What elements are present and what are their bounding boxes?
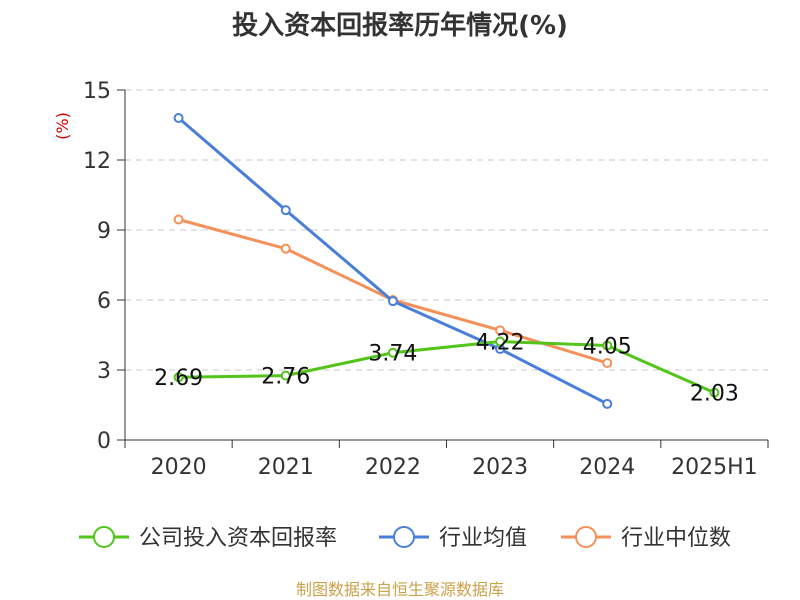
y-axis-unit-label: (%)	[53, 112, 72, 140]
x-tick-label-2024: 2024	[579, 455, 635, 480]
series-0-point-2020	[173, 372, 184, 383]
x-tick-label-2025H1: 2025H1	[671, 455, 758, 480]
legend-item-0[interactable]: 公司投入资本回报率	[79, 526, 337, 551]
legend: 公司投入资本回报率 行业均值 行业中位数	[79, 526, 731, 551]
series-0-point-2023	[495, 336, 506, 347]
series-layer	[173, 113, 720, 409]
data-label-layer: 2.69 2.76 3.74 4.22 4.05 2.03	[154, 331, 739, 407]
axis-layer: 0 3 6 9 12 15 2020 2021 2022 2023 2024 2025H1	[83, 79, 769, 480]
data-label-2025H1: 2.03	[690, 382, 739, 407]
legend-swatch-marker	[575, 526, 597, 548]
series-0-point-2024	[602, 340, 613, 351]
y-tick-label: 15	[83, 79, 111, 104]
data-label-2021: 2.76	[261, 365, 310, 390]
y-tick-label: 9	[97, 219, 111, 244]
series-2-point-2020	[173, 214, 184, 225]
series-1-point-2020	[173, 113, 184, 123]
grid-layer	[125, 89, 768, 371]
data-label-2020: 2.69	[154, 366, 203, 391]
series-0-point-2025H1	[709, 387, 720, 398]
series-1-point-2021	[280, 205, 291, 216]
legend-label: 行业均值	[439, 526, 527, 551]
x-tick-label-2021: 2021	[258, 455, 314, 480]
series-1-point-2024	[602, 398, 613, 409]
legend-label: 公司投入资本回报率	[139, 526, 337, 551]
series-line-0	[178, 340, 716, 395]
data-label-2022: 3.74	[368, 342, 417, 367]
data-label-2023: 4.22	[476, 331, 525, 356]
x-tick-label-2023: 2023	[472, 455, 528, 480]
legend-item-2[interactable]: 行业中位数	[561, 526, 731, 551]
y-tick-label: 0	[97, 429, 111, 454]
legend-item-1[interactable]: 行业均值	[379, 526, 527, 551]
y-tick-label: 12	[83, 149, 111, 174]
y-tick-label: 3	[97, 359, 111, 384]
source-note: 制图数据来自恒生聚源数据库	[296, 580, 504, 599]
legend-swatch-marker	[393, 526, 415, 548]
chart-title: 投入资本回报率历年情况(%)	[232, 10, 568, 41]
series-1-point-2022	[387, 296, 398, 307]
series-0-point-2021	[280, 370, 291, 381]
series-2-point-2023	[495, 325, 506, 336]
series-2-point-2021	[280, 243, 291, 254]
legend-swatch-marker	[93, 526, 115, 548]
data-label-2024: 4.05	[583, 335, 632, 360]
series-0-point-2022	[387, 347, 398, 358]
series-2-point-2024	[602, 358, 613, 368]
x-tick-label-2022: 2022	[365, 455, 421, 480]
legend-label: 行业中位数	[621, 526, 731, 551]
x-tick-label-2020: 2020	[151, 455, 207, 480]
y-tick-label: 6	[97, 289, 111, 314]
